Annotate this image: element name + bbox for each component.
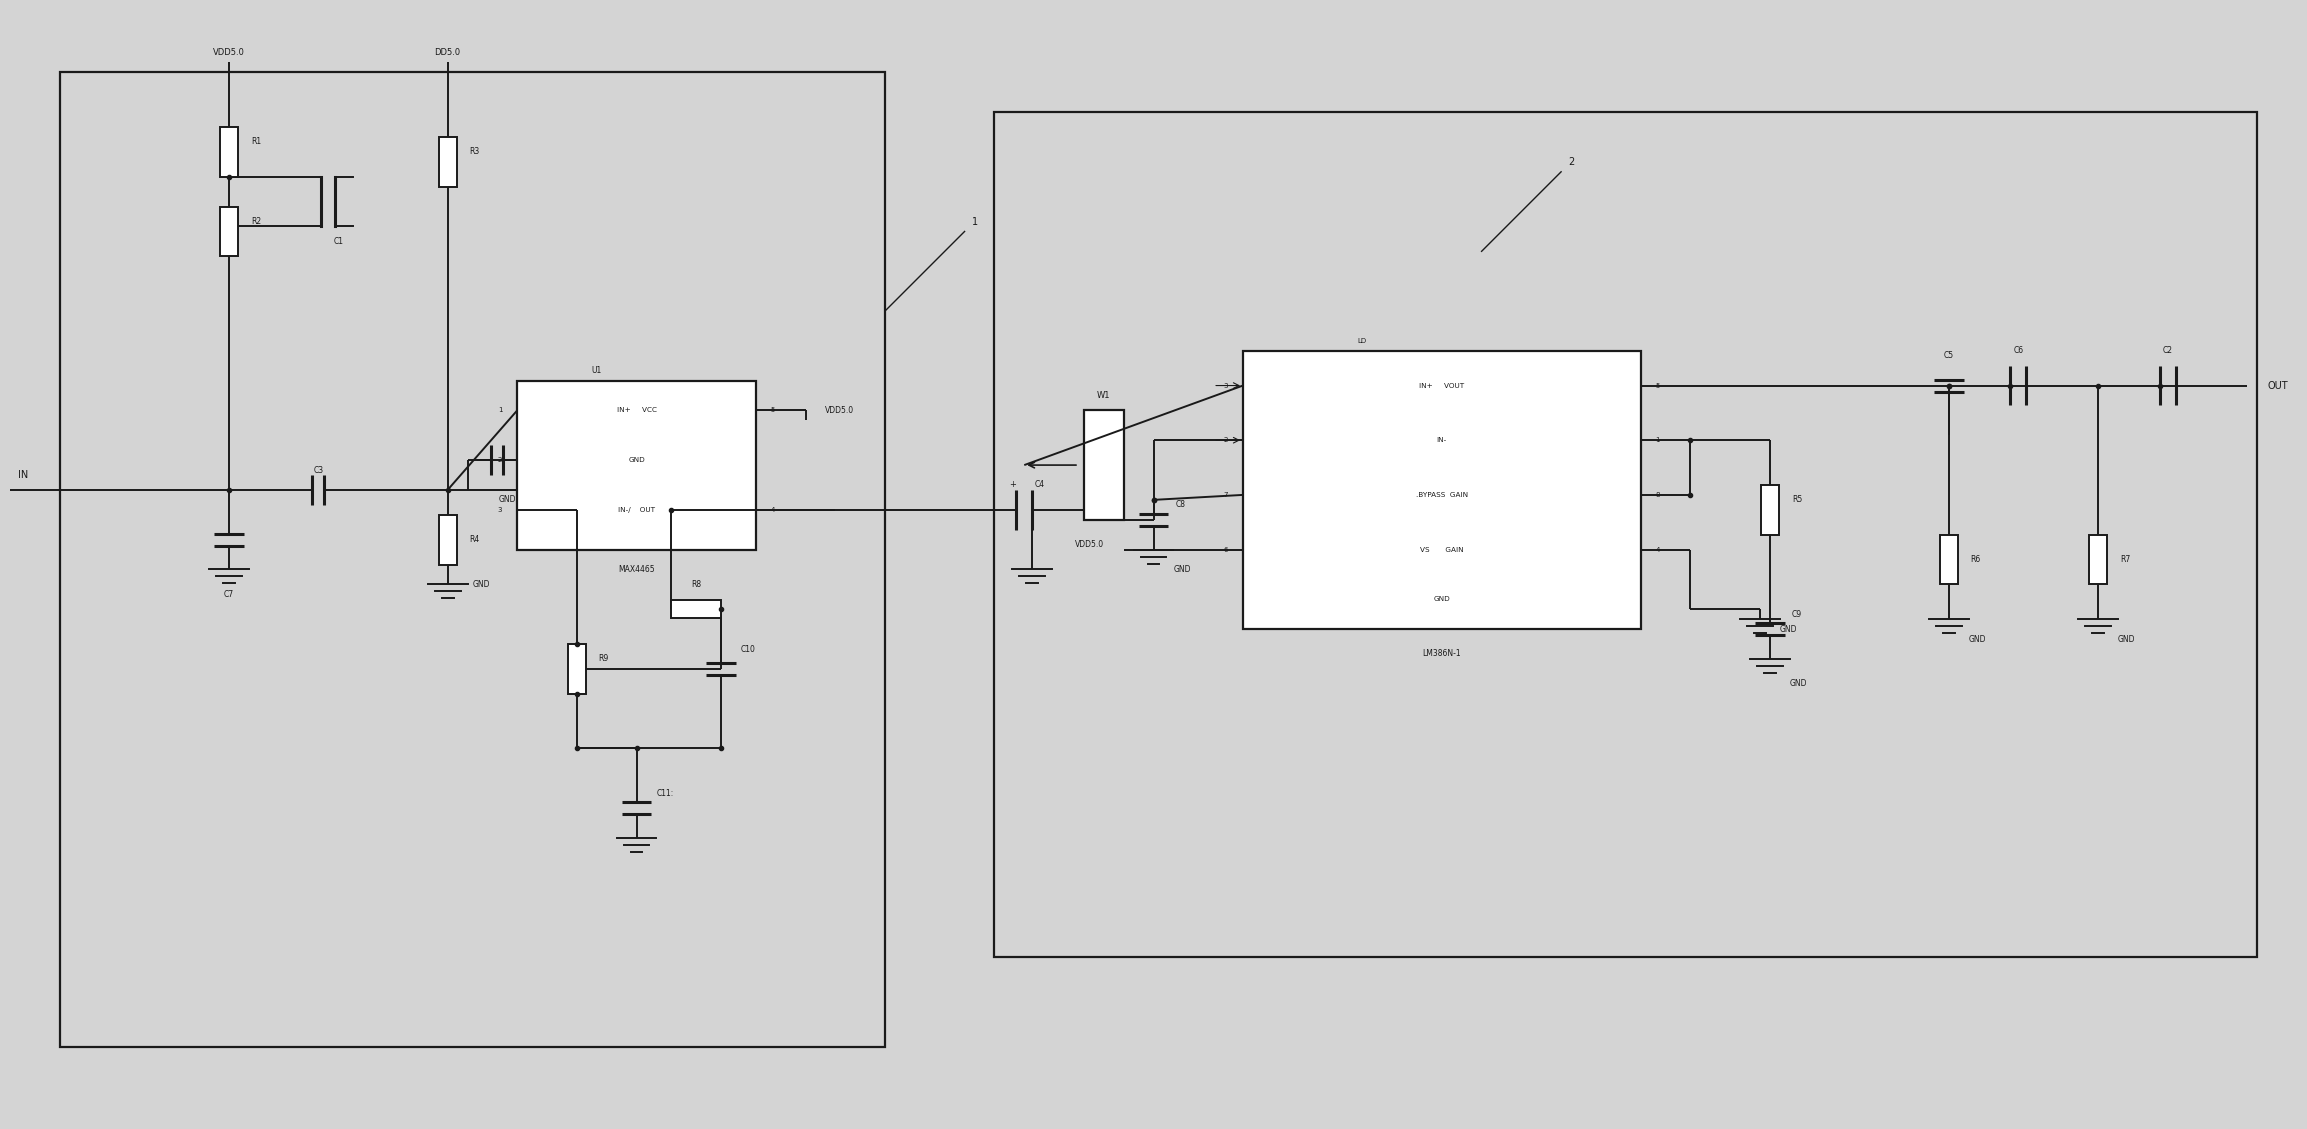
Text: DD5.0: DD5.0 xyxy=(434,49,461,56)
Text: VDD5.0: VDD5.0 xyxy=(212,49,245,56)
Text: C6: C6 xyxy=(2014,347,2023,356)
Text: 4: 4 xyxy=(1656,546,1661,552)
Text: 8: 8 xyxy=(1656,492,1661,498)
Text: R7: R7 xyxy=(2120,555,2129,564)
Text: VS       GAIN: VS GAIN xyxy=(1421,546,1463,552)
Text: 6: 6 xyxy=(1223,546,1227,552)
Bar xyxy=(1940,535,1959,585)
Text: IN: IN xyxy=(18,470,28,480)
Text: C5: C5 xyxy=(1945,351,1954,360)
Text: C4: C4 xyxy=(1034,481,1045,490)
Text: 2: 2 xyxy=(498,457,503,463)
Text: R8: R8 xyxy=(692,580,701,589)
Text: IN+     VOUT: IN+ VOUT xyxy=(1419,383,1465,388)
Text: IN-: IN- xyxy=(1437,437,1446,444)
Text: LM386N-1: LM386N-1 xyxy=(1423,649,1460,658)
Bar xyxy=(994,112,2256,957)
Text: R9: R9 xyxy=(600,655,609,664)
Text: +: + xyxy=(1008,481,1015,490)
Text: C1: C1 xyxy=(332,237,344,246)
Text: 1: 1 xyxy=(1656,437,1661,444)
Bar xyxy=(219,128,238,177)
Bar xyxy=(1243,351,1640,629)
Text: GND: GND xyxy=(1779,624,1797,633)
Bar xyxy=(60,72,886,1047)
Text: 1: 1 xyxy=(498,408,503,413)
Text: OUT: OUT xyxy=(2268,380,2289,391)
Text: GND: GND xyxy=(1174,564,1190,574)
Text: R4: R4 xyxy=(471,535,480,544)
Text: C2: C2 xyxy=(2162,347,2173,356)
Text: C3: C3 xyxy=(314,465,323,474)
Bar xyxy=(2090,535,2106,585)
Bar xyxy=(568,644,586,693)
Text: 3: 3 xyxy=(498,507,503,513)
Text: VDD5.0: VDD5.0 xyxy=(1075,540,1103,549)
Text: GND: GND xyxy=(1968,634,1986,644)
Text: 5: 5 xyxy=(771,408,775,413)
Text: GND: GND xyxy=(1433,596,1451,602)
Bar xyxy=(438,515,457,564)
Text: U1: U1 xyxy=(591,366,602,375)
Text: GND: GND xyxy=(473,580,489,589)
Text: .BYPASS  GAIN: .BYPASS GAIN xyxy=(1416,492,1467,498)
Text: 1: 1 xyxy=(971,217,978,227)
Text: C9: C9 xyxy=(1793,610,1802,619)
Bar xyxy=(438,137,457,186)
Text: GND: GND xyxy=(1790,680,1806,689)
Text: R2: R2 xyxy=(251,217,261,226)
Bar xyxy=(517,380,757,550)
Text: GND: GND xyxy=(2118,634,2136,644)
Text: R3: R3 xyxy=(471,148,480,157)
Text: GND: GND xyxy=(498,496,517,505)
Text: 3: 3 xyxy=(1223,383,1227,388)
Text: C8: C8 xyxy=(1174,500,1186,509)
Bar xyxy=(1084,411,1124,519)
Text: GND: GND xyxy=(628,457,646,463)
Bar xyxy=(219,207,238,256)
Bar xyxy=(1760,485,1779,535)
Text: MAX4465: MAX4465 xyxy=(618,564,655,574)
Text: 2: 2 xyxy=(1223,437,1227,444)
Text: R6: R6 xyxy=(1970,555,1982,564)
Text: VDD5.0: VDD5.0 xyxy=(826,406,854,414)
Text: IN+     VCC: IN+ VCC xyxy=(616,408,657,413)
Text: LD: LD xyxy=(1359,338,1366,344)
Text: C11:: C11: xyxy=(657,789,674,798)
Text: W1: W1 xyxy=(1098,391,1110,400)
Text: R5: R5 xyxy=(1793,496,1802,505)
Text: C10: C10 xyxy=(741,645,757,654)
Text: 4: 4 xyxy=(771,507,775,513)
Text: IN-/    OUT: IN-/ OUT xyxy=(618,507,655,513)
Text: 7: 7 xyxy=(1223,492,1227,498)
Bar xyxy=(671,601,722,619)
Text: R1: R1 xyxy=(251,138,261,147)
Text: 5: 5 xyxy=(1656,383,1661,388)
Text: 2: 2 xyxy=(1569,157,1573,167)
Text: C7: C7 xyxy=(224,589,233,598)
